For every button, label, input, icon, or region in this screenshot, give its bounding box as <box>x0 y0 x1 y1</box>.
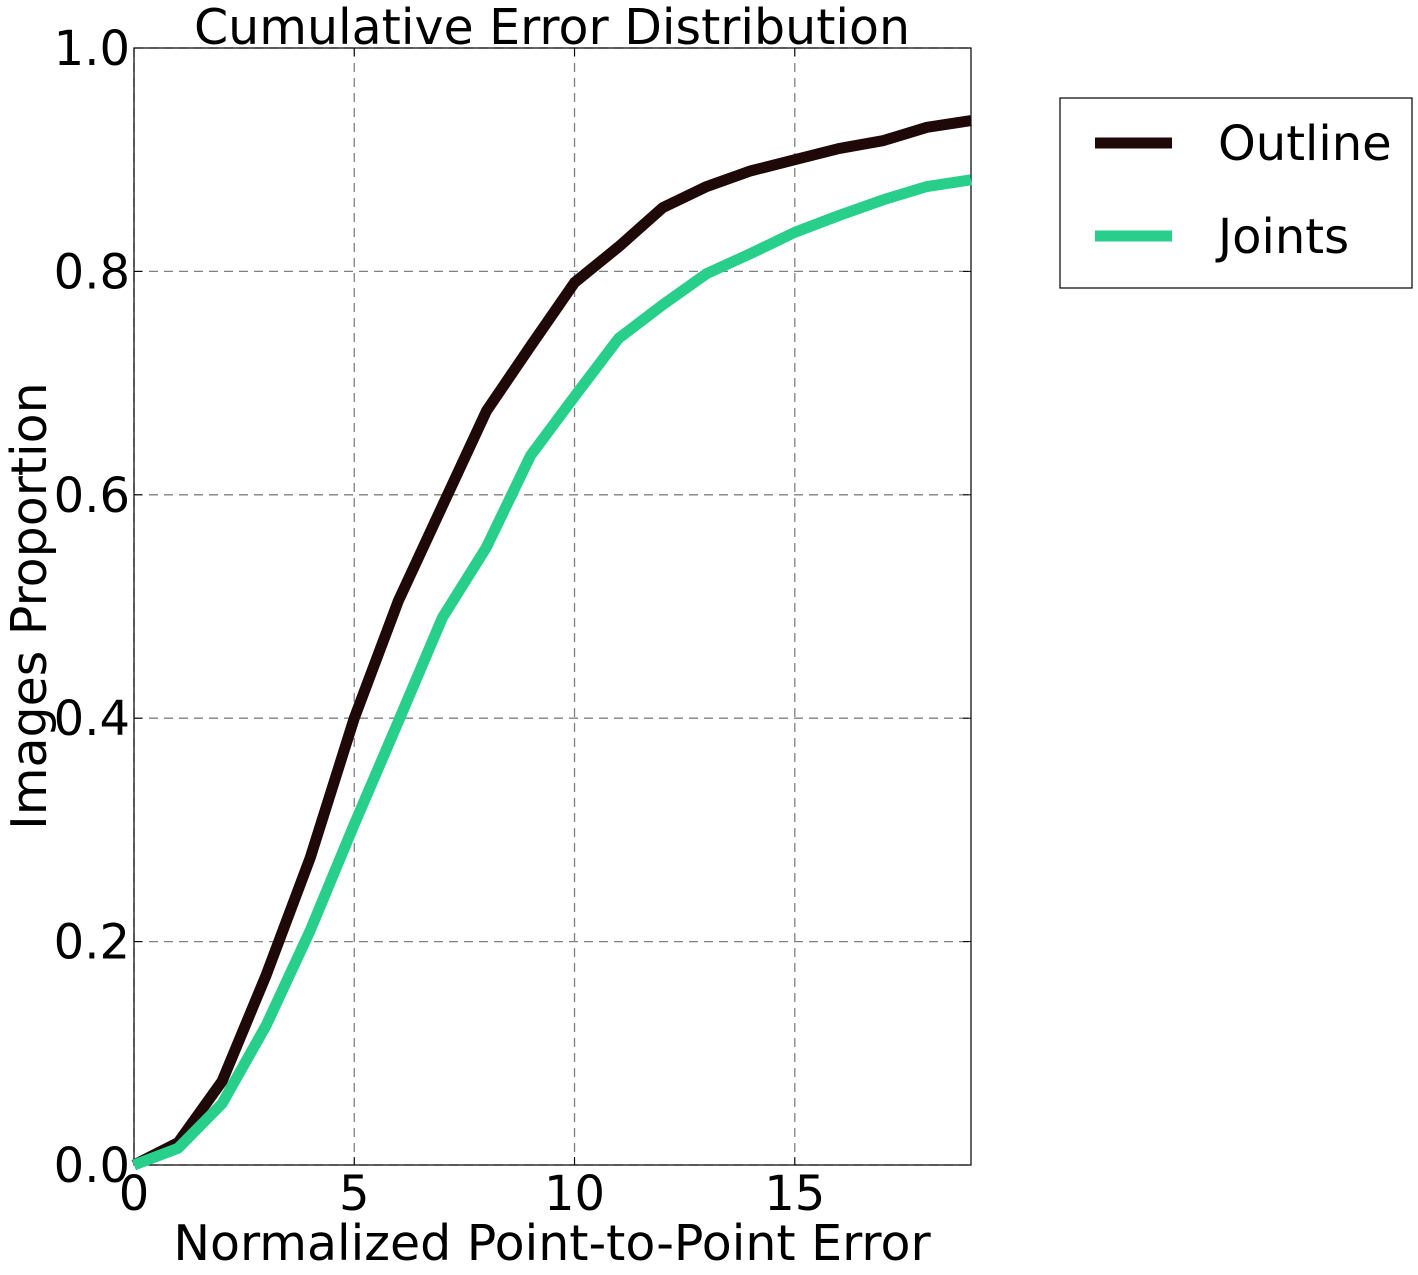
y-tick-label: 0.8 <box>54 244 130 300</box>
axis-ticks: 0 5 10 15 0.0 0.2 0.4 0.6 0.8 1.0 <box>54 21 971 1222</box>
y-tick-label: 0.0 <box>54 1138 130 1194</box>
series-line-outline <box>131 115 972 1170</box>
legend-box <box>1059 97 1413 289</box>
legend-label-joints: Joints <box>1215 209 1349 265</box>
series-line-joints <box>132 174 972 1171</box>
plot-area-frame <box>133 47 972 1166</box>
y-tick-label: 0.6 <box>54 468 130 524</box>
chart-title: Cumulative Error Distribution <box>194 0 910 56</box>
series-lines <box>131 115 972 1171</box>
y-tick-label: 1.0 <box>54 21 130 77</box>
x-tick-label: 5 <box>339 1166 370 1222</box>
x-tick-label: 10 <box>544 1166 605 1222</box>
legend: Outline Joints <box>1059 97 1413 289</box>
x-axis-label: Normalized Point-to-Point Error <box>173 1215 931 1272</box>
y-tick-label: 0.4 <box>54 691 130 747</box>
x-tick-label: 15 <box>764 1166 825 1222</box>
x-tick-label: 0 <box>119 1166 150 1222</box>
y-axis-label: Images Proportion <box>1 382 58 829</box>
legend-label-outline: Outline <box>1218 116 1392 172</box>
y-tick-label: 0.2 <box>54 915 130 971</box>
